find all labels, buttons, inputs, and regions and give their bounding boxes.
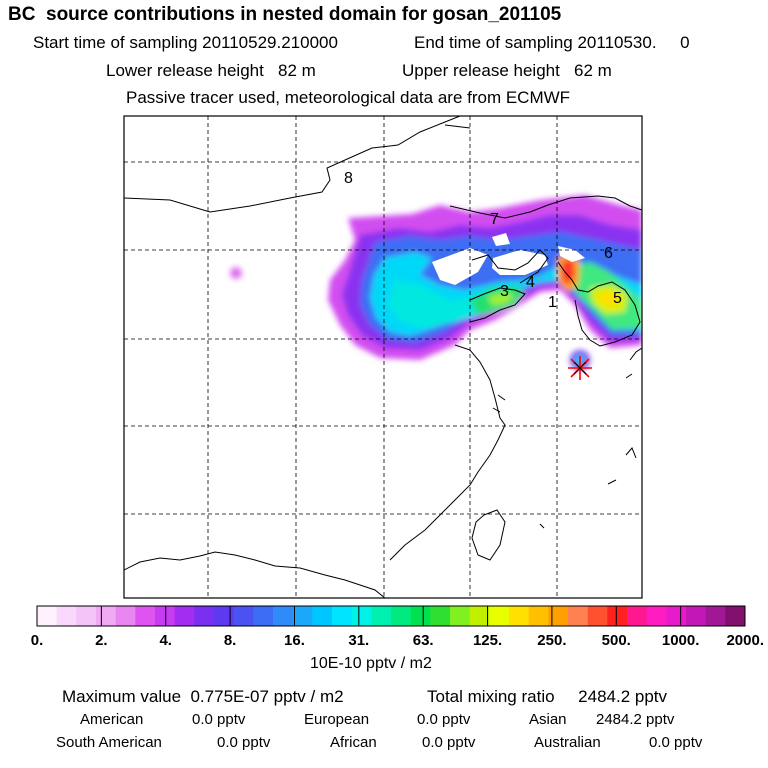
start-time-label: Start time of sampling 20110529.210000 — [33, 33, 338, 52]
source-label-8: 8 — [344, 170, 353, 187]
colorbar-swatch — [214, 606, 235, 626]
source-label-6: 6 — [604, 245, 613, 262]
source-label-1: 1 — [548, 294, 557, 311]
colorbar-swatch — [135, 606, 156, 626]
colorbar-swatch — [273, 606, 294, 626]
source-label-4: 4 — [526, 274, 535, 291]
colorbar-swatch — [509, 606, 530, 626]
african-label: African — [330, 734, 377, 751]
colorbar-swatch — [489, 606, 510, 626]
african-value: 0.0 pptv — [422, 734, 476, 751]
colorbar-swatch — [587, 606, 608, 626]
source-label-7: 7 — [490, 211, 499, 228]
colorbar-swatch — [371, 606, 392, 626]
colorbar-swatch — [96, 606, 117, 626]
colorbar-tick-label: 0. — [31, 632, 44, 649]
colorbar — [36, 605, 746, 627]
coastlines — [124, 116, 642, 598]
source-label-5: 5 — [613, 290, 622, 307]
colorbar-swatch — [450, 606, 471, 626]
map-grid — [124, 116, 642, 598]
american-label: American — [80, 711, 144, 728]
total-mixing-label: Total mixing ratio 2484.2 pptv — [427, 687, 668, 706]
european-value: 0.0 pptv — [417, 711, 471, 728]
source-labels: 1 3 4 5 6 7 8 — [344, 170, 622, 311]
colorbar-swatch — [627, 606, 648, 626]
colorbar-unit-label: 10E-10 pptv / m2 — [310, 655, 432, 672]
colorbar-swatch — [194, 606, 215, 626]
colorbar-tick-label: 2000. — [726, 632, 764, 649]
colorbar-tick-label: 125. — [473, 632, 502, 649]
south-american-value: 0.0 pptv — [217, 734, 271, 751]
colorbar-swatch — [548, 606, 569, 626]
south-american-label: South American — [56, 734, 162, 751]
colorbar-tick-label: 63. — [413, 632, 434, 649]
colorbar-tick-label: 8. — [224, 632, 237, 649]
colorbar-tick-label: 1000. — [662, 632, 700, 649]
colorbar-swatch — [666, 606, 687, 626]
australian-label: Australian — [534, 734, 601, 751]
colorbar-swatch — [76, 606, 97, 626]
colorbar-tick-label: 2. — [95, 632, 108, 649]
colorbar-swatch — [233, 606, 254, 626]
colorbar-tick-label: 500. — [602, 632, 631, 649]
colorbar-swatch — [469, 606, 490, 626]
map-frame — [123, 115, 643, 599]
source-label-3: 3 — [500, 283, 509, 300]
upper-release-label: Upper release height 62 m — [402, 61, 612, 80]
page-title: BC source contributions in nested domain… — [8, 4, 562, 25]
colorbar-swatch — [351, 606, 372, 626]
end-time-label: End time of sampling 20110530. 0 — [414, 33, 690, 52]
colorbar-swatch — [174, 606, 195, 626]
colorbar-swatch — [115, 606, 136, 626]
colorbar-swatch — [646, 606, 667, 626]
american-value: 0.0 pptv — [192, 711, 246, 728]
colorbar-swatch — [332, 606, 353, 626]
colorbar-tick-label: 16. — [284, 632, 305, 649]
plume-shading — [230, 195, 642, 370]
colorbar-swatch — [430, 606, 451, 626]
colorbar-swatch — [410, 606, 431, 626]
asian-value: 2484.2 pptv — [596, 711, 675, 728]
colorbar-swatch — [37, 606, 58, 626]
colorbar-swatch — [56, 606, 77, 626]
colorbar-swatch — [253, 606, 274, 626]
european-label: European — [304, 711, 370, 728]
colorbar-swatch — [725, 606, 746, 626]
colorbar-swatch — [155, 606, 176, 626]
australian-value: 0.0 pptv — [649, 734, 703, 751]
receptor-star-icon — [568, 356, 592, 380]
colorbar-tick-label: 250. — [537, 632, 566, 649]
colorbar-tick-label: 4. — [159, 632, 172, 649]
colorbar-tick-labels: 0. 2. 4. 8. 16. 31. 63. 125. 250. 500. 1000. 2000. — [31, 632, 764, 649]
tracer-note: Passive tracer used, meteorological data… — [126, 88, 571, 107]
colorbar-swatch — [391, 606, 412, 626]
colorbar-swatch — [607, 606, 628, 626]
colorbar-swatch — [528, 606, 549, 626]
asian-label: Asian — [529, 711, 567, 728]
colorbar-swatch — [292, 606, 313, 626]
colorbar-swatch — [312, 606, 333, 626]
colorbar-swatch — [705, 606, 726, 626]
colorbar-swatch — [568, 606, 589, 626]
colorbar-swatch — [686, 606, 707, 626]
max-value-label: Maximum value 0.775E-07 pptv / m2 — [62, 687, 344, 706]
lower-release-label: Lower release height 82 m — [106, 61, 316, 80]
colorbar-tick-label: 31. — [348, 632, 369, 649]
